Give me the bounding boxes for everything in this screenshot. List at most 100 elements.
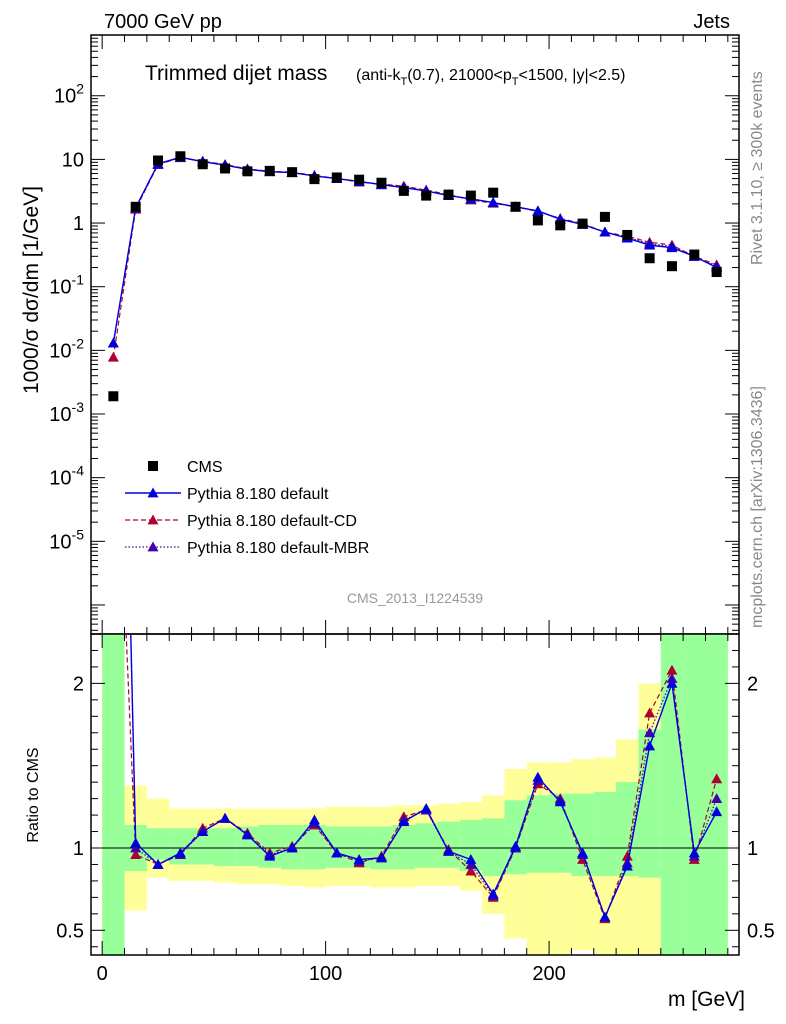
default-ratio-point bbox=[621, 860, 633, 871]
default-ratio-point bbox=[331, 847, 343, 858]
cms-point bbox=[220, 163, 231, 174]
default-ratio-point bbox=[264, 850, 276, 861]
default-point bbox=[107, 337, 119, 348]
cms-point bbox=[510, 201, 521, 212]
default-ratio-point bbox=[420, 802, 432, 813]
band-inner bbox=[459, 820, 483, 872]
cms-point bbox=[331, 172, 342, 183]
cms-point bbox=[666, 261, 677, 272]
default-ratio-point bbox=[688, 847, 700, 858]
default-line bbox=[112, 156, 717, 344]
cms-point bbox=[376, 177, 387, 188]
default-ratio-point bbox=[286, 842, 298, 853]
y-tick-label: 10-3 bbox=[49, 399, 84, 426]
default-ratio-point bbox=[241, 829, 253, 840]
x-tick-label: 0 bbox=[97, 963, 108, 985]
ratio-y-tick-label: 1 bbox=[747, 838, 758, 860]
band-inner bbox=[415, 823, 438, 868]
analysis-id: CMS_2013_I1224539 bbox=[347, 590, 483, 606]
default-point bbox=[532, 205, 544, 216]
default-ratio-point bbox=[644, 740, 656, 751]
cd-ratio-point bbox=[621, 850, 633, 861]
default-ratio-point bbox=[375, 852, 387, 863]
cms-point bbox=[175, 151, 186, 162]
y-tick-label: 10-2 bbox=[49, 335, 84, 362]
default-point bbox=[644, 239, 656, 250]
cms-point bbox=[555, 220, 566, 231]
band-inner bbox=[683, 634, 706, 955]
y-tick-label: 10-4 bbox=[49, 463, 84, 490]
mcplots-label: mcplots.cern.ch [arXiv:1306.3436] bbox=[749, 386, 766, 628]
default-ratio-point bbox=[711, 806, 723, 817]
band-inner bbox=[482, 818, 505, 876]
default-ratio-point bbox=[398, 816, 410, 827]
plot-title: Trimmed dijet mass bbox=[145, 62, 327, 85]
mbr-line bbox=[112, 156, 717, 344]
band-inner bbox=[236, 826, 259, 867]
default-ratio-point bbox=[465, 854, 477, 864]
band-inner bbox=[616, 782, 639, 876]
legend: CMS Pythia 8.180 default Pythia 8.180 defa… bbox=[125, 459, 369, 557]
cms-point bbox=[599, 211, 610, 222]
x-tick-label: 200 bbox=[532, 963, 565, 985]
mbr-ratio-point bbox=[711, 793, 723, 804]
cms-point bbox=[264, 165, 275, 176]
cd-ratio-point bbox=[130, 849, 142, 859]
ratio-y-tick-label: 2 bbox=[747, 673, 758, 695]
cd-ratio-point bbox=[465, 865, 477, 876]
rivet-label: Rivet 3.1.10, ≥ 300k events bbox=[749, 71, 766, 265]
default-ratio-point bbox=[197, 826, 209, 836]
y-tick-label: 10-1 bbox=[49, 272, 84, 299]
default-ratio-point bbox=[487, 888, 499, 899]
ratio-series bbox=[125, 634, 723, 924]
default-ratio-point bbox=[152, 858, 164, 869]
y-tick-label: 10 bbox=[62, 149, 84, 171]
cd-point bbox=[107, 351, 119, 362]
default-point bbox=[599, 226, 611, 237]
default-ratio-point bbox=[666, 677, 678, 688]
default-ratio-point bbox=[174, 847, 186, 858]
band-inner bbox=[638, 729, 661, 878]
default-point bbox=[487, 197, 499, 207]
header-right: Jets bbox=[693, 11, 730, 33]
cms-point bbox=[287, 167, 298, 178]
cd-ratio-point bbox=[666, 664, 678, 675]
cms-point bbox=[398, 185, 409, 196]
default-ratio-point bbox=[577, 847, 589, 858]
cms-point bbox=[309, 174, 320, 185]
band-inner bbox=[526, 795, 550, 873]
x-axis-label: m [GeV] bbox=[668, 988, 745, 1011]
legend-default-marker bbox=[147, 487, 159, 498]
default-ratio-point bbox=[308, 814, 320, 825]
default-point bbox=[666, 242, 678, 253]
default-ratio-line bbox=[130, 634, 718, 920]
default-ratio-point bbox=[554, 796, 566, 807]
band-inner bbox=[303, 824, 326, 870]
ratio-y-tick-label: 1 bbox=[73, 838, 84, 860]
legend-mbr-label: Pythia 8.180 default-MBR bbox=[187, 540, 369, 557]
ratio-y-tick-label: 2 bbox=[73, 673, 84, 695]
cms-point bbox=[242, 166, 253, 177]
legend-cd-marker bbox=[147, 514, 159, 525]
legend-cd-label: Pythia 8.180 default-CD bbox=[187, 513, 357, 530]
cms-point bbox=[711, 267, 722, 278]
cms-point bbox=[689, 249, 700, 260]
y-tick-label: 102 bbox=[54, 81, 84, 108]
cms-point bbox=[421, 190, 432, 201]
default-ratio-point bbox=[219, 812, 231, 823]
legend-cms-label: CMS bbox=[187, 459, 223, 476]
band-inner bbox=[325, 826, 348, 868]
ratio-y-tick-label: 0.5 bbox=[56, 920, 84, 942]
cd-ratio-point bbox=[644, 707, 656, 718]
cd-ratio-line bbox=[125, 634, 718, 921]
band-inner bbox=[571, 793, 594, 876]
cms-point bbox=[153, 155, 164, 166]
band-inner bbox=[146, 828, 170, 860]
cms-point bbox=[108, 391, 119, 402]
header-left: 7000 GeV pp bbox=[104, 11, 222, 33]
cms-point bbox=[354, 174, 365, 185]
band-inner bbox=[213, 828, 237, 867]
cms-point bbox=[197, 159, 208, 170]
main-panel: 10-5 10-4 10-3 10-2 10-1 1 10 102 bbox=[49, 34, 740, 635]
